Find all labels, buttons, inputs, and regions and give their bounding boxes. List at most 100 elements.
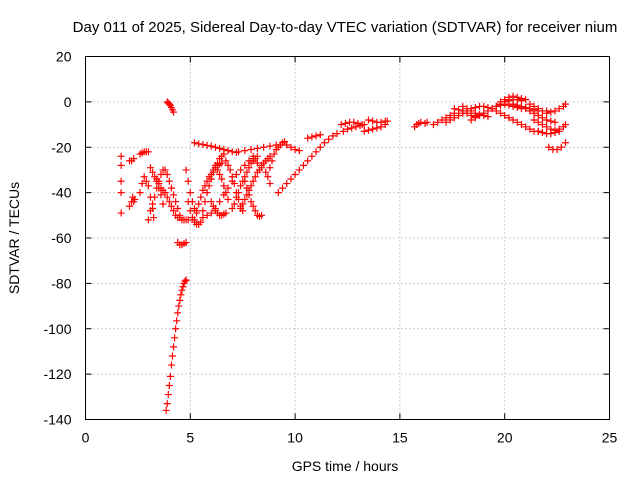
series-arc-30: [339, 121, 368, 135]
data-point: [423, 118, 431, 126]
data-point: [173, 317, 181, 325]
data-point: [383, 117, 391, 125]
axis-ticks: 0 5 10 15 20 25 20 0 -20 -40 -60 -80 -100 -120 -140: [43, 49, 617, 446]
data-point: [171, 334, 179, 342]
data-point: [522, 105, 530, 113]
series-arc-2: [126, 155, 139, 210]
data-point: [509, 92, 517, 100]
data-point: [264, 173, 272, 181]
data-point: [235, 148, 243, 156]
data-point: [270, 150, 278, 158]
data-point: [193, 209, 201, 217]
data-point: [220, 150, 228, 158]
data-point: [232, 193, 240, 201]
data-point: [237, 205, 245, 213]
data-point: [216, 198, 224, 206]
data-point: [551, 129, 559, 137]
data-point: [497, 98, 505, 106]
data-point: [522, 123, 530, 131]
data-point: [207, 198, 215, 206]
data-point: [247, 146, 255, 154]
data-point: [211, 143, 219, 151]
y-tick-label: -20: [51, 139, 71, 155]
data-point: [117, 209, 125, 217]
data-point: [258, 211, 266, 219]
data-point: [199, 214, 207, 222]
data-point: [117, 152, 125, 160]
data-point: [226, 166, 234, 174]
series-arc-28: [304, 131, 324, 142]
data-point: [241, 147, 249, 155]
data-point: [551, 107, 559, 115]
data-point: [126, 202, 134, 210]
data-point: [249, 202, 257, 210]
data-point: [177, 291, 185, 299]
data-point: [551, 118, 559, 126]
data-point: [547, 130, 555, 138]
data-point: [130, 155, 138, 163]
data-point: [182, 276, 190, 284]
series-arc-17: [207, 198, 230, 219]
data-point: [497, 109, 505, 117]
data-point: [146, 164, 154, 172]
data-point: [228, 148, 236, 156]
data-point: [333, 130, 341, 138]
series-arc-24: [249, 155, 274, 188]
data-point: [253, 159, 261, 167]
data-point: [170, 207, 178, 215]
data-point: [509, 100, 517, 108]
y-tick-label: 20: [56, 49, 72, 65]
data-point: [237, 166, 245, 174]
data-point: [190, 205, 198, 213]
data-point: [170, 108, 178, 116]
data-point: [316, 131, 324, 139]
data-point: [172, 325, 180, 333]
data-point: [245, 191, 253, 199]
data-point: [350, 118, 358, 126]
data-point: [253, 152, 261, 160]
data-point: [165, 198, 173, 206]
x-tick-label: 25: [602, 430, 618, 446]
data-point: [287, 175, 295, 183]
data-point: [211, 161, 219, 169]
data-point: [450, 114, 458, 122]
data-point: [530, 109, 538, 117]
data-point: [438, 116, 446, 124]
data-point: [561, 121, 569, 129]
y-tick-label: -120: [43, 366, 71, 382]
data-point: [526, 100, 534, 108]
series-arc-31: [360, 121, 389, 135]
series-arc-9: [162, 276, 190, 414]
data-point: [316, 143, 324, 151]
data-point: [266, 164, 274, 172]
y-tick-label: -100: [43, 321, 71, 337]
data-point: [222, 157, 230, 165]
data-point: [167, 184, 175, 192]
data-point: [157, 191, 165, 199]
data-point: [188, 198, 196, 206]
data-point: [216, 170, 224, 178]
data-point: [184, 216, 192, 224]
data-point: [287, 143, 295, 151]
data-point: [538, 114, 546, 122]
data-point: [266, 152, 274, 160]
data-point: [245, 164, 253, 172]
data-point: [352, 123, 360, 131]
data-points: [117, 92, 569, 414]
x-tick-label: 5: [186, 430, 194, 446]
data-point: [476, 111, 484, 119]
data-point: [547, 117, 555, 125]
data-point: [492, 102, 500, 110]
data-point: [247, 198, 255, 206]
data-point: [235, 189, 243, 197]
series-arc-7: [153, 175, 184, 222]
data-point: [168, 352, 176, 360]
data-point: [203, 189, 211, 197]
data-point: [480, 109, 488, 117]
data-point: [164, 391, 172, 399]
data-point: [517, 102, 525, 110]
data-point: [467, 116, 475, 124]
data-point: [543, 107, 551, 115]
data-point: [283, 141, 291, 149]
data-point: [117, 189, 125, 197]
